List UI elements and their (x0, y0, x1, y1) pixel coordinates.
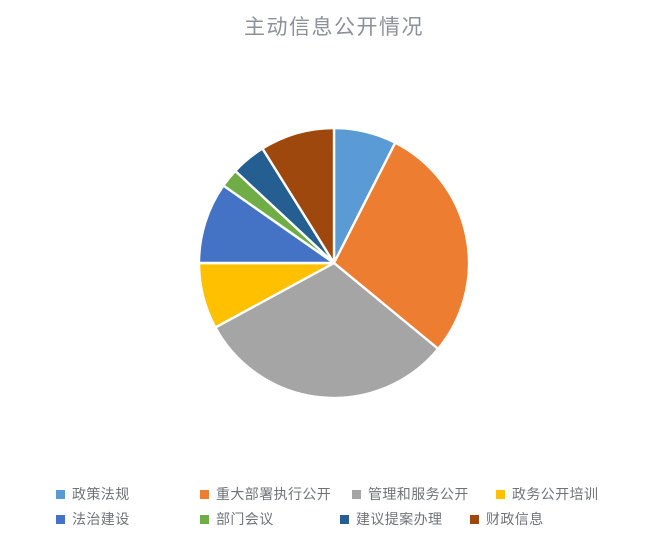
legend-item-label: 重大部署执行公开 (216, 486, 332, 502)
legend-item[interactable]: 政务公开培训 (496, 482, 598, 506)
legend-item[interactable]: 管理和服务公开 (352, 482, 469, 506)
legend-item-label: 管理和服务公开 (368, 486, 469, 502)
legend-color-swatch (496, 489, 505, 499)
pie-slice[interactable] (214, 261, 440, 400)
chart-legend: 政策法规 重大部署执行公开 管理和服务公开 政务公开培训 法治建设 部门会议 建议提案办理… (0, 482, 668, 536)
pie-svg (197, 126, 471, 400)
legend-row: 法治建设 部门会议 建议提案办理 财政信息 (0, 507, 668, 531)
legend-row: 政策法规 重大部署执行公开 管理和服务公开 政务公开培训 (0, 482, 668, 506)
legend-color-swatch (470, 514, 479, 524)
pie-slice[interactable] (197, 184, 336, 265)
legend-item[interactable]: 法治建设 (56, 507, 130, 531)
legend-item[interactable]: 建议提案办理 (340, 507, 442, 531)
legend-color-swatch (56, 514, 65, 524)
pie-slice[interactable] (261, 126, 336, 265)
chart-title: 主动信息公开情况 (244, 16, 424, 39)
legend-color-swatch (200, 514, 209, 524)
legend-item-label: 政务公开培训 (512, 486, 599, 502)
legend-item[interactable]: 部门会议 (200, 507, 274, 531)
legend-item[interactable]: 财政信息 (470, 507, 544, 531)
pie-slice-group (197, 126, 471, 400)
legend-color-swatch (340, 514, 349, 524)
legend-item-label: 建议提案办理 (356, 511, 443, 527)
pie-slice[interactable] (332, 141, 471, 351)
legend-item-label: 财政信息 (486, 511, 544, 527)
legend-item[interactable]: 政策法规 (56, 482, 130, 506)
pie-plot-area (0, 52, 668, 472)
legend-color-swatch (200, 489, 209, 499)
legend-color-swatch (56, 489, 65, 499)
legend-item-label: 政策法规 (72, 486, 130, 502)
legend-item-label: 部门会议 (216, 511, 274, 527)
legend-item-label: 法治建设 (72, 511, 130, 527)
legend-color-swatch (352, 489, 361, 499)
legend-item[interactable]: 重大部署执行公开 (200, 482, 331, 506)
